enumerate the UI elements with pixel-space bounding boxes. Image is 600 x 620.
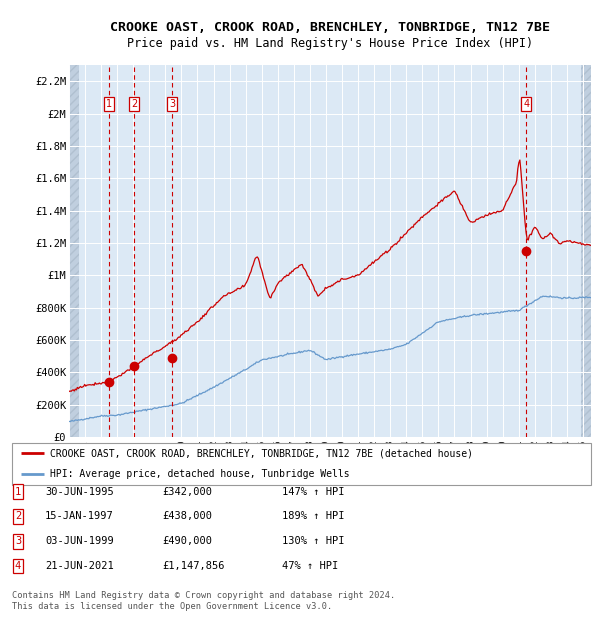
Text: CROOKE OAST, CROOK ROAD, BRENCHLEY, TONBRIDGE, TN12 7BE (detached house): CROOKE OAST, CROOK ROAD, BRENCHLEY, TONB… [50, 448, 473, 458]
Text: 3: 3 [15, 536, 21, 546]
Text: 1: 1 [106, 99, 112, 109]
Text: 4: 4 [15, 561, 21, 571]
Text: 2: 2 [15, 512, 21, 521]
Text: £490,000: £490,000 [162, 536, 212, 546]
Text: £438,000: £438,000 [162, 512, 212, 521]
Text: 1: 1 [15, 487, 21, 497]
Text: Price paid vs. HM Land Registry's House Price Index (HPI): Price paid vs. HM Land Registry's House … [127, 37, 533, 50]
Text: 4: 4 [523, 99, 529, 109]
Text: 03-JUN-1999: 03-JUN-1999 [45, 536, 114, 546]
Text: 2: 2 [131, 99, 137, 109]
Text: 130% ↑ HPI: 130% ↑ HPI [282, 536, 344, 546]
Bar [581, 65, 591, 437]
Text: 21-JUN-2021: 21-JUN-2021 [45, 561, 114, 571]
Text: £342,000: £342,000 [162, 487, 212, 497]
Text: 3: 3 [169, 99, 175, 109]
Text: 47% ↑ HPI: 47% ↑ HPI [282, 561, 338, 571]
Text: £1,147,856: £1,147,856 [162, 561, 224, 571]
Text: This data is licensed under the Open Government Licence v3.0.: This data is licensed under the Open Gov… [12, 602, 332, 611]
Text: 147% ↑ HPI: 147% ↑ HPI [282, 487, 344, 497]
Text: 189% ↑ HPI: 189% ↑ HPI [282, 512, 344, 521]
Bar [69, 65, 79, 437]
Text: Contains HM Land Registry data © Crown copyright and database right 2024.: Contains HM Land Registry data © Crown c… [12, 591, 395, 600]
Text: 15-JAN-1997: 15-JAN-1997 [45, 512, 114, 521]
Text: 30-JUN-1995: 30-JUN-1995 [45, 487, 114, 497]
Text: CROOKE OAST, CROOK ROAD, BRENCHLEY, TONBRIDGE, TN12 7BE: CROOKE OAST, CROOK ROAD, BRENCHLEY, TONB… [110, 22, 550, 34]
Text: HPI: Average price, detached house, Tunbridge Wells: HPI: Average price, detached house, Tunb… [50, 469, 349, 479]
